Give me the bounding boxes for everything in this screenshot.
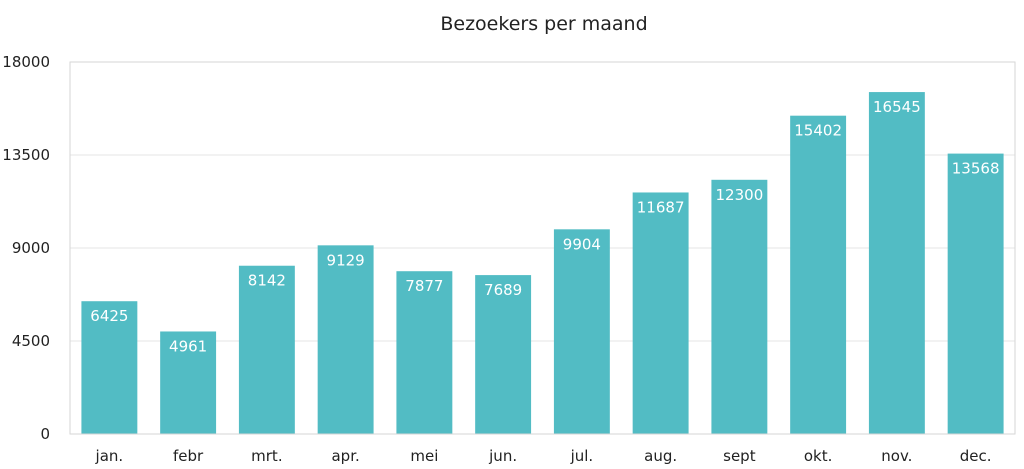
y-tick-label: 13500 xyxy=(2,146,50,164)
x-tick-label: mei xyxy=(410,447,438,465)
bars xyxy=(81,92,1004,434)
y-tick-label: 4500 xyxy=(12,332,50,350)
gridlines xyxy=(70,154,1015,342)
bar xyxy=(868,92,925,434)
x-tick-label: okt. xyxy=(804,447,833,465)
x-tick-label: dec. xyxy=(960,447,992,465)
x-tick-label: jul. xyxy=(570,447,594,465)
y-tick-label: 9000 xyxy=(12,239,50,257)
y-tick-label: 18000 xyxy=(2,53,50,71)
y-axis-tick-labels: 0 4500 9000 13500 18000 xyxy=(2,53,50,443)
data-label: 9904 xyxy=(563,235,601,253)
x-tick-label: jun. xyxy=(488,447,517,465)
x-tick-label: sept xyxy=(723,447,756,465)
bar xyxy=(317,245,374,434)
chart-title: Bezoekers per maand xyxy=(440,13,647,35)
bar xyxy=(947,153,1004,434)
x-tick-label: jan. xyxy=(95,447,124,465)
data-label: 8142 xyxy=(248,272,286,290)
data-label: 11687 xyxy=(637,198,685,216)
data-label: 13568 xyxy=(952,160,1000,178)
bar xyxy=(553,229,610,434)
data-label: 16545 xyxy=(873,98,921,116)
y-tick-label: 0 xyxy=(40,425,50,443)
x-tick-label: nov. xyxy=(881,447,912,465)
data-labels: 6425 4961 8142 9129 7877 7689 9904 11687 12300 15… xyxy=(90,98,999,355)
bar xyxy=(160,331,217,434)
data-label: 12300 xyxy=(716,186,764,204)
bar xyxy=(632,192,689,434)
bar xyxy=(238,265,295,434)
x-tick-label: apr. xyxy=(331,447,359,465)
data-label: 7877 xyxy=(405,277,443,295)
x-axis-tick-labels: jan. febr mrt. apr. mei jun. jul. aug. sept okt. n… xyxy=(95,447,992,465)
data-label: 7689 xyxy=(484,281,522,299)
bar xyxy=(790,115,847,434)
data-label: 15402 xyxy=(794,122,842,140)
bar xyxy=(711,179,768,434)
x-tick-label: mrt. xyxy=(251,447,282,465)
x-tick-label: aug. xyxy=(644,447,677,465)
data-label: 4961 xyxy=(169,337,207,355)
data-label: 6425 xyxy=(90,307,128,325)
data-label: 9129 xyxy=(327,251,365,269)
x-tick-label: febr xyxy=(173,447,204,465)
bar xyxy=(475,275,532,434)
plot-frame xyxy=(69,61,1016,435)
bar xyxy=(396,271,453,434)
bar xyxy=(81,301,138,434)
